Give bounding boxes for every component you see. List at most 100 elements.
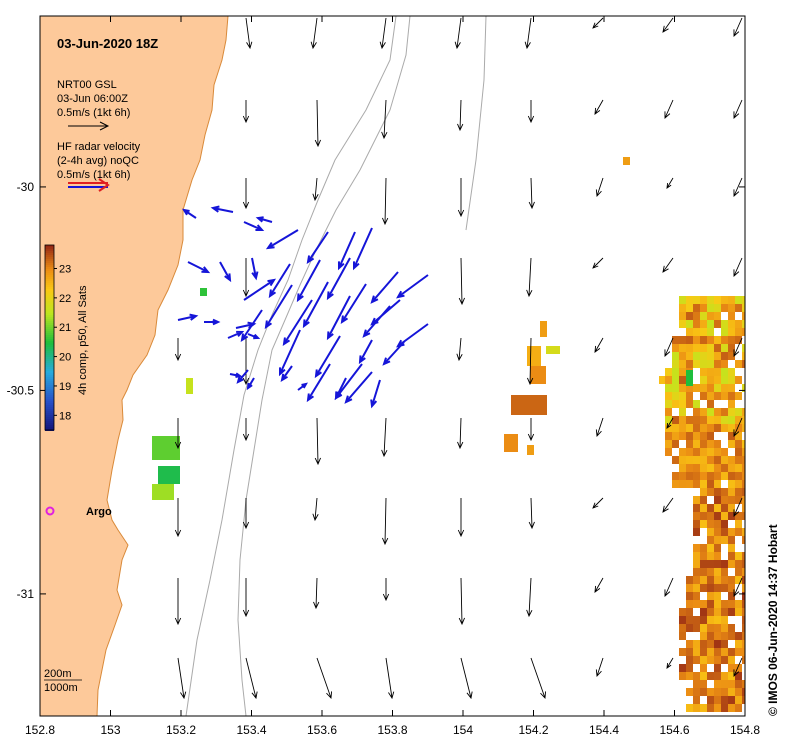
colorbar-segment xyxy=(45,367,54,369)
model-velocity-arrow xyxy=(242,100,250,124)
radar-velocity-arrow xyxy=(326,295,351,341)
sst-pixel xyxy=(728,656,735,664)
radar-velocity-arrow xyxy=(246,377,255,391)
sst-pixel xyxy=(728,328,735,336)
radar-velocity-arrow xyxy=(204,318,221,326)
isobath-1000m xyxy=(237,16,411,716)
colorbar-segment xyxy=(45,273,54,275)
sst-pixel xyxy=(721,320,728,328)
sst-pixel xyxy=(707,552,714,560)
model-velocity-arrow xyxy=(666,417,674,429)
radar-velocity-arrow xyxy=(382,341,405,366)
sst-pixel xyxy=(700,608,707,616)
sst-pixel xyxy=(693,600,700,608)
sst-pixel xyxy=(721,528,728,536)
sst-pixel xyxy=(721,648,728,656)
colorbar-segment xyxy=(45,271,54,273)
sst-pixel xyxy=(672,480,679,488)
model-velocity-arrow xyxy=(592,17,604,29)
colorbar-segment xyxy=(45,407,54,409)
sst-pixel xyxy=(686,464,693,472)
sst-pixel xyxy=(721,464,728,472)
colorbar-segment xyxy=(45,257,54,259)
sst-pixel xyxy=(735,552,742,560)
colorbar-segment xyxy=(45,287,54,289)
sst-pixel xyxy=(700,704,707,712)
sst-pixel xyxy=(679,672,686,680)
sst-pixel xyxy=(700,680,707,688)
sst-pixel xyxy=(735,640,742,648)
sst-pixel xyxy=(700,408,707,416)
sst-pixel xyxy=(735,648,742,656)
sst-pixel xyxy=(728,672,735,680)
y-tick-label: -30.5 xyxy=(7,383,35,397)
sst-pixel xyxy=(714,592,721,600)
sst-pixel xyxy=(742,440,745,448)
sst-pixel xyxy=(700,352,707,360)
sst-pixel xyxy=(693,296,700,304)
model-velocity-arrow xyxy=(314,99,321,148)
radar-velocity-arrow xyxy=(240,309,263,343)
sst-pixel xyxy=(742,528,745,536)
colorbar-tick-label: 21 xyxy=(59,322,71,334)
sst-pixel xyxy=(707,336,714,344)
model-velocity-arrow xyxy=(382,177,389,226)
sst-pixel xyxy=(742,536,745,544)
sst-pixel xyxy=(707,656,714,664)
sst-pixel xyxy=(728,480,735,488)
sst-pixel xyxy=(714,520,721,528)
sst-pixel xyxy=(721,696,728,704)
sst-pixel xyxy=(721,632,728,640)
sst-pixel xyxy=(742,296,745,304)
sst-pixel xyxy=(714,464,721,472)
sst-pixel xyxy=(714,336,721,344)
sst-pixel xyxy=(679,424,686,432)
sst-pixel xyxy=(158,466,180,484)
sst-pixel xyxy=(686,480,693,488)
sst-pixel xyxy=(721,688,728,696)
sst-pixel xyxy=(665,416,672,424)
sst-pixel xyxy=(707,384,714,392)
sst-pixel xyxy=(714,504,721,512)
sst-pixel xyxy=(693,424,700,432)
sst-pixel xyxy=(693,544,700,552)
sst-pixel xyxy=(742,688,745,696)
sst-pixel xyxy=(721,624,728,632)
colorbar-segment xyxy=(45,299,54,301)
sst-pixel xyxy=(700,688,707,696)
sst-pixel xyxy=(721,368,728,376)
sst-pixel xyxy=(735,296,742,304)
sst-pixel xyxy=(679,368,686,376)
sst-pixel xyxy=(742,464,745,472)
colorbar-segment xyxy=(45,313,54,315)
colorbar-tick-label: 19 xyxy=(59,381,71,393)
sst-pixel xyxy=(707,600,714,608)
argo-float-marker[interactable] xyxy=(45,506,55,516)
sst-pixel xyxy=(728,528,735,536)
model-velocity-arrow xyxy=(592,257,604,269)
sst-pixel xyxy=(672,368,679,376)
sst-pixel xyxy=(679,472,686,480)
colorbar-segment xyxy=(45,325,54,327)
radar-velocity-arrow xyxy=(247,333,261,340)
sst-pixel xyxy=(679,456,686,464)
sst-pixel xyxy=(721,392,728,400)
sst-pixel xyxy=(693,520,700,528)
model-velocity-arrow xyxy=(242,178,250,210)
model-velocity-arrow xyxy=(666,177,674,189)
sst-pixel xyxy=(700,544,707,552)
sst-pixel xyxy=(700,624,707,632)
sst-pixel xyxy=(735,512,742,520)
model-velocity-arrow xyxy=(316,657,333,700)
sst-pixel xyxy=(700,448,707,456)
model-velocity-arrow xyxy=(662,17,674,33)
sst-pixel xyxy=(672,440,679,448)
colorbar-segment xyxy=(45,361,54,363)
sst-pixel xyxy=(686,600,693,608)
sst-pixel xyxy=(672,400,679,408)
x-tick-label: 153.4 xyxy=(236,723,266,737)
sst-pixel xyxy=(728,408,735,416)
sst-pixel xyxy=(728,336,735,344)
sst-pixel xyxy=(742,584,745,592)
sst-pixel xyxy=(693,680,700,688)
